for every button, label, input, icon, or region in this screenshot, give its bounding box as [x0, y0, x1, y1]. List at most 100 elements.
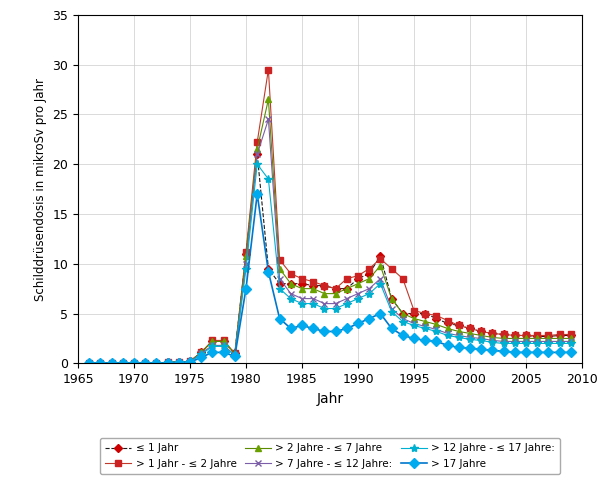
> 7 Jahre - ≤ 12 Jahre:	[209, 342, 216, 348]
> 1 Jahr - ≤ 2 Jahre	[332, 286, 339, 292]
> 12 Jahre - ≤ 17 Jahre:	[478, 337, 485, 343]
> 17 Jahre	[220, 350, 227, 355]
> 12 Jahre - ≤ 17 Jahre:	[422, 326, 429, 331]
> 12 Jahre - ≤ 17 Jahre:	[287, 296, 295, 301]
> 1 Jahr - ≤ 2 Jahre	[533, 332, 541, 338]
> 17 Jahre	[187, 359, 194, 365]
> 17 Jahre	[254, 191, 261, 197]
≤ 1 Jahr	[254, 151, 261, 157]
> 17 Jahre	[321, 328, 328, 334]
> 7 Jahre - ≤ 12 Jahre:	[489, 337, 496, 343]
> 2 Jahre - ≤ 7 Jahre	[287, 281, 295, 287]
Legend: ≤ 1 Jahr, > 1 Jahr - ≤ 2 Jahre, > 2 Jahre - ≤ 7 Jahre, > 7 Jahre - ≤ 12 Jahre:, : ≤ 1 Jahr, > 1 Jahr - ≤ 2 Jahre, > 2 Jahr…	[100, 438, 560, 474]
> 2 Jahre - ≤ 7 Jahre	[153, 360, 160, 366]
> 2 Jahre - ≤ 7 Jahre	[433, 322, 440, 327]
> 2 Jahre - ≤ 7 Jahre	[511, 335, 518, 341]
> 12 Jahre - ≤ 17 Jahre:	[153, 360, 160, 366]
> 1 Jahr - ≤ 2 Jahre	[142, 360, 149, 366]
> 7 Jahre - ≤ 12 Jahre:	[332, 300, 339, 306]
Line: > 12 Jahre - ≤ 17 Jahre:: > 12 Jahre - ≤ 17 Jahre:	[85, 160, 575, 367]
> 12 Jahre - ≤ 17 Jahre:	[276, 286, 283, 292]
> 1 Jahr - ≤ 2 Jahre	[455, 323, 463, 328]
> 2 Jahre - ≤ 7 Jahre	[209, 338, 216, 344]
> 17 Jahre	[332, 328, 339, 334]
> 1 Jahr - ≤ 2 Jahre	[399, 276, 406, 282]
> 7 Jahre - ≤ 12 Jahre:	[197, 351, 205, 356]
> 1 Jahr - ≤ 2 Jahre	[310, 279, 317, 285]
Line: > 1 Jahr - ≤ 2 Jahre: > 1 Jahr - ≤ 2 Jahre	[86, 67, 574, 366]
> 7 Jahre - ≤ 12 Jahre:	[567, 338, 574, 344]
> 17 Jahre	[343, 326, 350, 331]
> 7 Jahre - ≤ 12 Jahre:	[86, 360, 93, 366]
> 7 Jahre - ≤ 12 Jahre:	[410, 321, 418, 327]
> 17 Jahre	[108, 360, 115, 366]
> 17 Jahre	[500, 349, 507, 355]
> 7 Jahre - ≤ 12 Jahre:	[97, 360, 104, 366]
> 2 Jahre - ≤ 7 Jahre	[298, 286, 305, 292]
> 2 Jahre - ≤ 7 Jahre	[545, 335, 552, 341]
≤ 1 Jahr	[478, 328, 485, 334]
≤ 1 Jahr	[86, 360, 93, 366]
≤ 1 Jahr	[298, 281, 305, 287]
> 12 Jahre - ≤ 17 Jahre:	[142, 360, 149, 366]
> 7 Jahre - ≤ 12 Jahre:	[287, 291, 295, 297]
> 2 Jahre - ≤ 7 Jahre	[175, 359, 182, 365]
> 1 Jahr - ≤ 2 Jahre	[433, 313, 440, 319]
> 7 Jahre - ≤ 12 Jahre:	[377, 276, 384, 282]
> 2 Jahre - ≤ 7 Jahre	[377, 263, 384, 269]
> 7 Jahre - ≤ 12 Jahre:	[433, 327, 440, 332]
> 12 Jahre - ≤ 17 Jahre:	[466, 336, 473, 342]
≤ 1 Jahr	[231, 351, 238, 356]
> 17 Jahre	[523, 350, 530, 355]
> 7 Jahre - ≤ 12 Jahre:	[388, 305, 395, 311]
> 17 Jahre	[242, 286, 250, 292]
> 2 Jahre - ≤ 7 Jahre	[533, 335, 541, 341]
> 1 Jahr - ≤ 2 Jahre	[231, 351, 238, 356]
> 17 Jahre	[410, 335, 418, 341]
> 17 Jahre	[388, 326, 395, 331]
> 1 Jahr - ≤ 2 Jahre	[187, 358, 194, 364]
> 12 Jahre - ≤ 17 Jahre:	[511, 340, 518, 346]
> 17 Jahre	[511, 350, 518, 355]
> 7 Jahre - ≤ 12 Jahre:	[130, 360, 137, 366]
> 17 Jahre	[365, 316, 373, 322]
> 7 Jahre - ≤ 12 Jahre:	[466, 334, 473, 340]
> 1 Jahr - ≤ 2 Jahre	[175, 359, 182, 365]
≤ 1 Jahr	[399, 311, 406, 317]
> 7 Jahre - ≤ 12 Jahre:	[153, 360, 160, 366]
> 1 Jahr - ≤ 2 Jahre	[444, 318, 451, 324]
> 2 Jahre - ≤ 7 Jahre	[142, 360, 149, 366]
> 1 Jahr - ≤ 2 Jahre	[466, 326, 473, 331]
> 2 Jahre - ≤ 7 Jahre	[422, 319, 429, 325]
> 17 Jahre	[556, 350, 563, 355]
≤ 1 Jahr	[556, 332, 563, 338]
> 12 Jahre - ≤ 17 Jahre:	[355, 296, 362, 301]
> 2 Jahre - ≤ 7 Jahre	[478, 332, 485, 338]
> 1 Jahr - ≤ 2 Jahre	[108, 360, 115, 366]
> 17 Jahre	[298, 323, 305, 328]
> 2 Jahre - ≤ 7 Jahre	[332, 291, 339, 297]
> 12 Jahre - ≤ 17 Jahre:	[489, 339, 496, 345]
> 1 Jahr - ≤ 2 Jahre	[265, 67, 272, 73]
> 2 Jahre - ≤ 7 Jahre	[164, 359, 171, 365]
> 7 Jahre - ≤ 12 Jahre:	[422, 324, 429, 329]
> 12 Jahre - ≤ 17 Jahre:	[187, 359, 194, 365]
≤ 1 Jahr	[567, 332, 574, 338]
> 1 Jahr - ≤ 2 Jahre	[298, 276, 305, 282]
≤ 1 Jahr	[523, 332, 530, 338]
> 17 Jahre	[545, 350, 552, 355]
> 12 Jahre - ≤ 17 Jahre:	[108, 360, 115, 366]
> 1 Jahr - ≤ 2 Jahre	[500, 331, 507, 337]
> 12 Jahre - ≤ 17 Jahre:	[377, 281, 384, 287]
> 1 Jahr - ≤ 2 Jahre	[254, 139, 261, 145]
> 7 Jahre - ≤ 12 Jahre:	[545, 338, 552, 344]
> 1 Jahr - ≤ 2 Jahre	[377, 256, 384, 262]
Line: > 17 Jahre: > 17 Jahre	[86, 191, 574, 367]
> 2 Jahre - ≤ 7 Jahre	[410, 316, 418, 322]
≤ 1 Jahr	[422, 311, 429, 317]
> 7 Jahre - ≤ 12 Jahre:	[355, 291, 362, 297]
≤ 1 Jahr	[466, 326, 473, 331]
> 7 Jahre - ≤ 12 Jahre:	[187, 359, 194, 365]
> 7 Jahre - ≤ 12 Jahre:	[231, 352, 238, 358]
≤ 1 Jahr	[511, 332, 518, 338]
